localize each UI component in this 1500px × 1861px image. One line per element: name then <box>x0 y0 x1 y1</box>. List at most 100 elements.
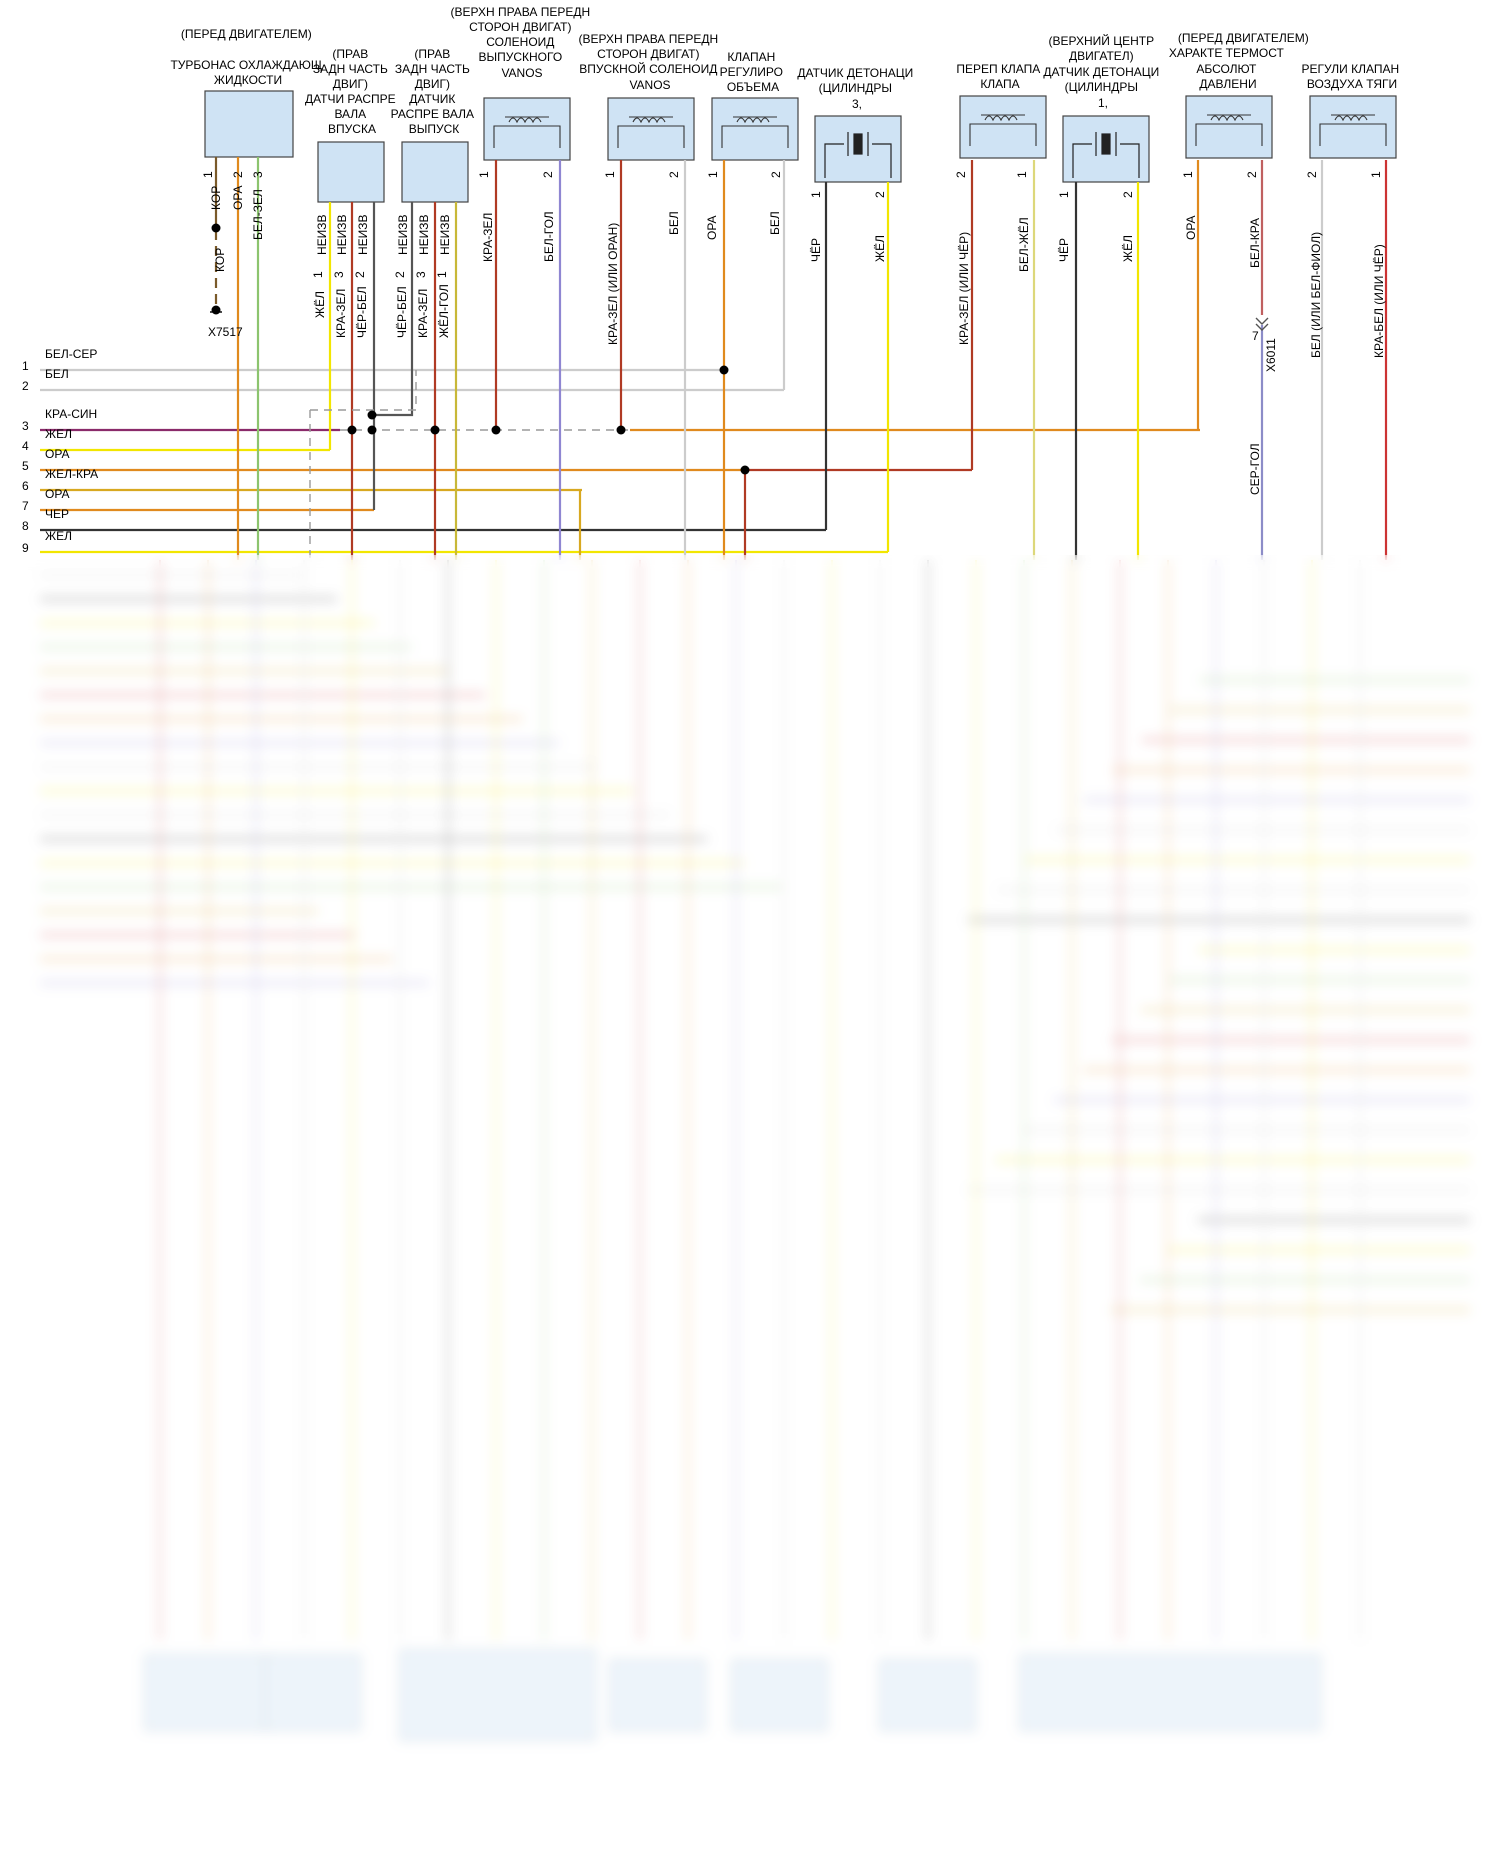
wire-label-cam-exhaust-3: КРА-ЗЕЛ <box>416 289 430 338</box>
coolant-pump-box <box>204 90 294 158</box>
wire-label-coolant-3: БЕЛ-ЗЕЛ <box>251 189 265 240</box>
bus-row-label: ЖЕЛ <box>45 427 72 441</box>
wire-label-coolant-1: КОР <box>209 186 223 210</box>
bus-row-number: 6 <box>22 479 29 493</box>
wire-label-cam-intake-2: ЧЁР-БЕЛ <box>355 286 369 338</box>
wire-label-knock1-2: ЖЁЛ <box>1121 235 1135 262</box>
pin-thermo-2: 2 <box>1245 171 1259 178</box>
bus-row-label: ОРА <box>45 487 70 501</box>
pin-thermo-1: 1 <box>1181 171 1195 178</box>
pin-volume-1: 1 <box>706 171 720 178</box>
pin-bypass-2: 2 <box>954 171 968 178</box>
junction-dot <box>430 425 440 435</box>
wire-label-air-1: КРА-БЕЛ (ИЛИ ЧЁР) <box>1372 244 1386 358</box>
pin-air-1: 1 <box>1369 171 1383 178</box>
connector-x7517: X7517 <box>208 325 243 339</box>
pin-cam-exhaust-2: 2 <box>393 271 407 278</box>
wire-label-shield-3: НЕИЗВ <box>356 214 370 255</box>
bus-row-label: ЧЕР <box>45 507 69 521</box>
bus-row-number: 7 <box>22 499 29 513</box>
bus-row-label: КРА-СИН <box>45 407 97 421</box>
label-coolant-pump: (ПЕРЕД ДВИГАТЕЛЕМ) ТУРБОНАС ОХЛАЖДАЮЩ ЖИ… <box>170 27 325 87</box>
wire-labels: КОР ОРА БЕЛ-ЗЕЛ КОР НЕИЗВ НЕИЗВ НЕИЗВ ЖЁ… <box>208 185 1386 495</box>
wire-label-bypass-2: КРА-ЗЕЛ (ИЛИ ЧЁР) <box>957 232 971 345</box>
knock-sensor-icon <box>824 132 892 178</box>
solenoid-coil-icon <box>1319 114 1387 146</box>
bypass-valve-box <box>959 95 1047 159</box>
wire-label-coolant-ext: КОР <box>213 248 227 272</box>
wire-label-knock3-2: ЖЁЛ <box>873 235 887 262</box>
label-exhaust-cam-sensor: (ПРАВ ЗАДН ЧАСТЬ ДВИГ) ДАТЧИК РАСПРЕ ВАЛ… <box>391 47 478 136</box>
pin-exvanos-2: 2 <box>541 171 555 178</box>
wire-label-thermo-2: БЕЛ-КРА <box>1248 218 1262 268</box>
junction-dot <box>211 223 221 233</box>
bus-row-number: 4 <box>22 439 29 453</box>
label-knock-sensor-3: ДАТЧИК ДЕТОНАЦИ (ЦИЛИНДРЫ 3, <box>797 66 916 111</box>
pin-invanos-2: 2 <box>667 171 681 178</box>
solenoid-coil-icon <box>493 116 561 148</box>
wire-label-shield-4: НЕИЗВ <box>396 214 410 255</box>
wire-label-invanos-2: БЕЛ <box>667 211 681 235</box>
bus-row-number: 1 <box>22 359 29 373</box>
wire-label-knock3-1: ЧЁР <box>809 238 823 262</box>
junction-dot <box>616 425 626 435</box>
wire-label-shield-2: НЕИЗВ <box>335 214 349 255</box>
wire-label-thermo-1: ОРА <box>1184 215 1198 240</box>
wire-shield-dash <box>310 370 417 411</box>
bus-row-number: 5 <box>22 459 29 473</box>
component-boxes <box>204 90 1397 203</box>
pin-numbers: 1 2 3 1 3 2 2 3 1 1 2 1 2 1 2 1 2 2 1 1 … <box>201 171 1383 343</box>
pin-exvanos-1: 1 <box>477 171 491 178</box>
exhaust-cam-sensor-box <box>401 141 469 203</box>
wire-label-cam-exhaust-1: ЖЁЛ-ГОЛ <box>437 284 451 338</box>
wire-label-exvanos-2: БЕЛ-ГОЛ <box>542 211 556 262</box>
connector-chevron-icon <box>1255 323 1269 331</box>
bus-row-number: 2 <box>22 379 29 393</box>
air-valve-box <box>1309 95 1397 159</box>
bus-row-label: БЕЛ-СЕР <box>45 347 97 361</box>
pin-knock1-2: 2 <box>1121 191 1135 198</box>
pin-cam-exhaust-1: 1 <box>435 271 449 278</box>
wire-label-volume-1: ОРА <box>705 215 719 240</box>
pin-air-2: 2 <box>1305 171 1319 178</box>
knock-sensor-icon <box>1072 132 1140 178</box>
pin-coolant-2: 2 <box>231 171 245 178</box>
wire-label-cam-intake-3: КРА-ЗЕЛ <box>334 289 348 338</box>
junction-dot <box>367 410 377 420</box>
wire-label-volume-2: БЕЛ <box>768 211 782 235</box>
pin-cam-intake-3: 3 <box>332 271 346 278</box>
wire-label-bypass-1: БЕЛ-ЖЁЛ <box>1017 217 1031 272</box>
solenoid-coil-icon <box>617 116 685 148</box>
junction-dot <box>367 425 377 435</box>
pin-bypass-1: 1 <box>1015 171 1029 178</box>
wire-label-cam-intake-1: ЖЁЛ <box>313 291 327 318</box>
junction-dot <box>491 425 501 435</box>
bus-row-label: ЖЕЛ-КРА <box>45 467 98 481</box>
pin-volume-2: 2 <box>769 171 783 178</box>
wire-cam-exhaust-2 <box>374 202 414 417</box>
label-bypass-valve: ПЕРЕП КЛАПА КЛАПА <box>956 62 1043 91</box>
pin-invanos-1: 1 <box>603 171 617 178</box>
label-intake-cam-sensor: (ПРАВ ЗАДН ЧАСТЬ ДВИГ) ДАТЧИ РАСПРЕ ВАЛА… <box>305 47 399 136</box>
wire-label-cam-exhaust-2: ЧЁР-БЕЛ <box>395 286 409 338</box>
label-thermostat-sensor: (ПЕРЕД ДВИГАТЕЛЕМ) ХАРАКТЕ ТЕРМОСТ АБСОЛ… <box>1169 31 1312 91</box>
pin-coolant-1: 1 <box>201 171 215 178</box>
bus-row-number: 8 <box>22 519 29 533</box>
intake-cam-sensor-box <box>317 141 385 203</box>
solenoid-coil-icon <box>1195 114 1263 146</box>
connector-x6011: X6011 <box>1264 338 1278 372</box>
bus-row-number: 3 <box>22 419 29 433</box>
label-air-valve: РЕГУЛИ КЛАПАН ВОЗДУХА ТЯГИ <box>1302 62 1403 91</box>
pin-coolant-3: 3 <box>251 171 265 178</box>
pin-cam-intake-1: 1 <box>311 271 325 278</box>
wire-label-shield-5: НЕИЗВ <box>417 214 431 255</box>
bus-row-number: 9 <box>22 541 29 555</box>
wire-label-shield-6: НЕИЗВ <box>438 214 452 255</box>
label-exhaust-vanos: (ВЕРХН ПРАВА ПЕРЕДН СТОРОН ДВИГАТ) СОЛЕН… <box>450 5 593 80</box>
pin-knock3-2: 2 <box>873 191 887 198</box>
junction-dot <box>211 305 221 315</box>
wire-label-knock1-1: ЧЁР <box>1057 238 1071 262</box>
bus-row-label: ЖЕЛ <box>45 529 72 543</box>
bus-row-label: ОРА <box>45 447 70 461</box>
label-knock-sensor-1: (ВЕРХНИЙ ЦЕНТР ДВИГАТЕЛ) ДАТЧИК ДЕТОНАЦИ… <box>1043 33 1162 110</box>
